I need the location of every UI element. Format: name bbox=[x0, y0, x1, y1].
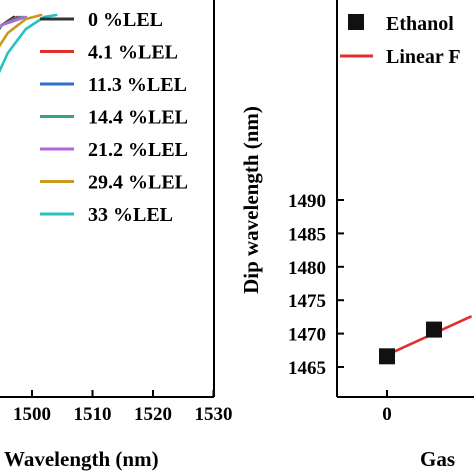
right-legend-marker bbox=[348, 14, 364, 30]
right-data-points bbox=[379, 321, 442, 365]
left-series-line bbox=[0, 13, 58, 74]
left-legend-label: 0 %LEL bbox=[88, 9, 163, 31]
left-legend-label: 11.3 %LEL bbox=[88, 74, 187, 96]
left-legend-label: 4.1 %LEL bbox=[88, 42, 178, 64]
left-series-line bbox=[0, 15, 28, 29]
left-x-tick-label: 1530 bbox=[195, 404, 233, 425]
right-legend-label: Ethanol bbox=[386, 13, 454, 35]
right-y-tick-label: 1475 bbox=[288, 291, 326, 312]
left-legend-label: 14.4 %LEL bbox=[88, 107, 188, 129]
right-x-axis-title: Gas bbox=[420, 447, 455, 471]
right-legend-label: Linear F bbox=[386, 46, 461, 68]
right-legend: Ethanol Linear F bbox=[340, 13, 461, 68]
right-y-tick-label: 1485 bbox=[288, 224, 326, 245]
right-y-tick-label: 1465 bbox=[288, 358, 326, 379]
left-x-axis-title: Wavelength (nm) bbox=[4, 447, 159, 471]
right-x-tick-label: 0 bbox=[382, 404, 392, 425]
right-chart: 1465 1470 1475 1480 1485 1490 0 Ethanol Linear… bbox=[239, 0, 474, 471]
left-x-tick-label: 1520 bbox=[134, 404, 172, 425]
left-series-lines bbox=[0, 13, 58, 74]
left-x-ticks: 1500 1510 1520 1530 bbox=[13, 390, 233, 425]
left-x-tick-label: 1500 bbox=[13, 404, 51, 425]
left-series-line bbox=[0, 15, 25, 31]
right-y-tick-label: 1470 bbox=[288, 325, 326, 346]
right-y-tick-label: 1480 bbox=[288, 258, 326, 279]
right-y-tick-label: 1490 bbox=[288, 191, 326, 212]
left-chart: 1500 1510 1520 1530 0 %LEL 4.1 %LEL 11.3 %LEL… bbox=[0, 0, 233, 471]
data-point bbox=[426, 321, 442, 338]
left-legend-label: 33 %LEL bbox=[88, 204, 173, 226]
right-y-axis-title: Dip wavelength (nm) bbox=[239, 106, 263, 294]
right-x-ticks: 0 bbox=[382, 390, 392, 425]
left-legend-label: 21.2 %LEL bbox=[88, 139, 188, 161]
data-point bbox=[379, 348, 395, 365]
left-legend-label: 29.4 %LEL bbox=[88, 172, 188, 194]
right-y-ticks: 1465 1470 1475 1480 1485 1490 bbox=[288, 191, 344, 379]
left-series-line bbox=[0, 13, 43, 48]
left-legend: 0 %LEL 4.1 %LEL 11.3 %LEL 14.4 %LEL 21.2 %LE… bbox=[40, 9, 188, 226]
left-x-tick-label: 1510 bbox=[74, 404, 112, 425]
